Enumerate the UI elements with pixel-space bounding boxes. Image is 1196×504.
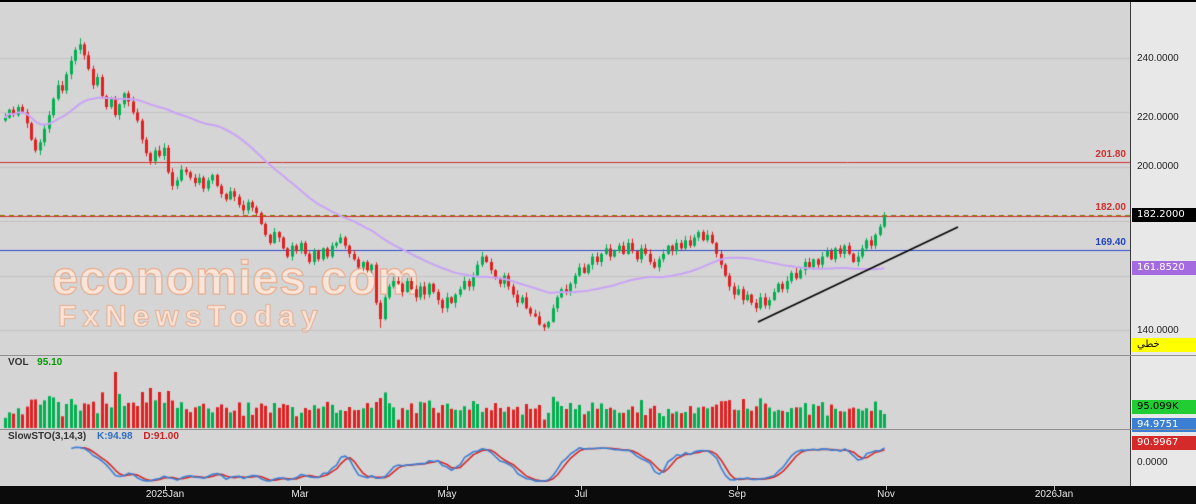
axis-scale-linear: خطي <box>1132 338 1196 352</box>
axis-ma-value: 161.8520 <box>1132 261 1196 275</box>
axis-stoch-zero: 0.0000 <box>1137 457 1168 468</box>
time-tick <box>447 486 448 490</box>
time-tick <box>1054 486 1055 490</box>
volume-value: 95.10 <box>37 357 63 368</box>
time-tick <box>737 486 738 490</box>
axis-volume-latest: 95.099K <box>1132 400 1196 414</box>
price-volume-stochastic-canvas[interactable] <box>0 0 1130 486</box>
axis-tick-140: 140.0000 <box>1137 325 1179 336</box>
time-tick <box>300 486 301 490</box>
level-label-169.40: 169.40 <box>1095 237 1126 248</box>
time-label-2026Jan: 2026Jan <box>1034 489 1074 500</box>
stochastic-header: SlowSTO(3,14,3) K:94.98 D:91.00 <box>8 431 179 442</box>
time-tick <box>165 486 166 490</box>
axis-stoch-k-latest: 94.9751 <box>1132 418 1196 432</box>
time-axis[interactable]: 2025Jan Mar May Jul Sep Nov 2026Jan <box>0 486 1196 504</box>
axis-tick-200: 200.0000 <box>1137 161 1179 172</box>
window-top-border <box>0 0 1196 2</box>
volume-panel-separator <box>0 355 1196 356</box>
time-label-Jul: Jul <box>574 489 588 500</box>
time-label-2025Jan: 2025Jan <box>145 489 185 500</box>
axis-tick-220: 220.0000 <box>1137 112 1179 123</box>
time-tick <box>886 486 887 490</box>
axis-stoch-d-latest: 90.9967 <box>1132 436 1196 450</box>
volume-label: VOL <box>8 357 29 368</box>
level-label-182.00: 182.00 <box>1095 202 1126 213</box>
time-label-Mar: Mar <box>291 489 309 500</box>
axis-tick-240: 240.0000 <box>1137 53 1179 64</box>
time-label-May: May <box>437 489 457 500</box>
time-label-Sep: Sep <box>728 489 746 500</box>
time-tick <box>581 486 582 490</box>
axis-current-price: 182.2000 <box>1132 208 1196 222</box>
stochastic-panel-separator <box>0 429 1196 430</box>
level-label-201.80: 201.80 <box>1095 149 1126 160</box>
time-label-Nov: Nov <box>877 489 895 500</box>
volume-header: VOL 95.10 <box>8 357 62 368</box>
stochastic-d-value: D:91.00 <box>143 431 179 442</box>
stochastic-k-value: K:94.98 <box>96 431 133 442</box>
stochastic-label: SlowSTO(3,14,3) <box>8 431 87 442</box>
price-axis[interactable]: 240.0000 220.0000 200.0000 182.2000 161.8520… <box>1130 0 1196 486</box>
